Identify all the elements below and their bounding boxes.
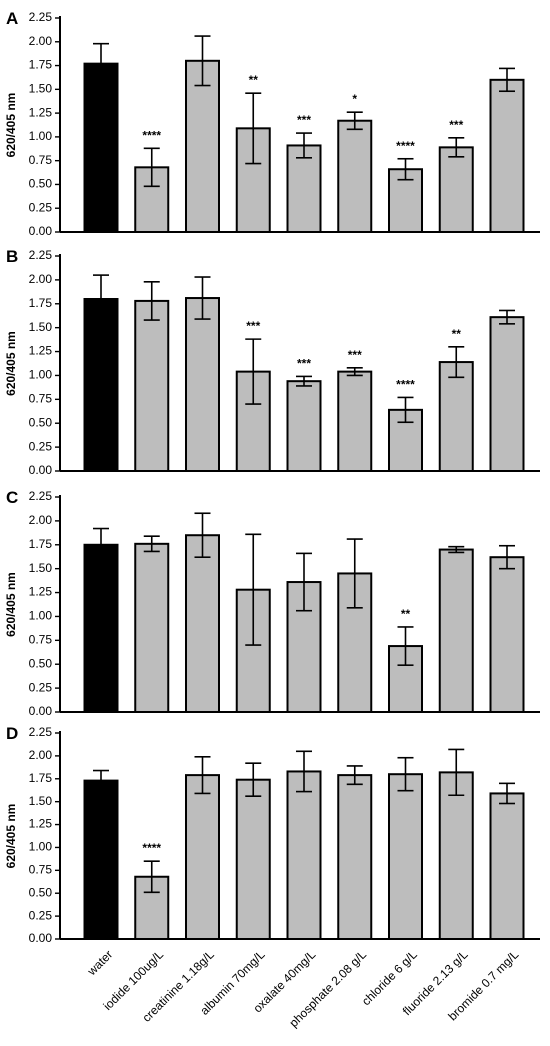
y-tick-label: 1.00	[29, 609, 53, 623]
panel-c: C 620/405 nm 0.00 0.25 0.50 0.75 1.00 1.25 1.50 1…	[4, 488, 540, 718]
y-tick-label: 0.25	[29, 680, 53, 694]
y-tick-label: 1.75	[29, 771, 53, 785]
panel-letter: D	[6, 724, 18, 743]
significance-marker: **	[249, 73, 259, 87]
bar	[185, 534, 220, 713]
bar	[134, 542, 170, 713]
category-label: water	[84, 947, 115, 978]
panel-d: D 620/405 nm 0.00 0.25 0.50 0.75 1.00 1.25 1.50 1…	[4, 724, 540, 1030]
significance-marker: ***	[297, 113, 311, 127]
significance-marker: ****	[396, 139, 415, 153]
y-axis-title: 620/405 nm	[4, 804, 18, 869]
bar	[83, 62, 119, 233]
y-tick-label: 1.00	[29, 368, 53, 382]
bar	[489, 78, 525, 233]
y-tick-label: 2.25	[29, 489, 53, 503]
bar	[438, 146, 474, 233]
panel-letter: B	[6, 247, 18, 266]
y-axis-title: 620/405 nm	[4, 572, 18, 637]
bar	[83, 543, 119, 713]
bar	[337, 370, 373, 472]
y-tick-label: 1.00	[29, 129, 53, 143]
y-tick-label: 0.25	[29, 439, 53, 453]
y-axis-title: 620/405 nm	[4, 331, 18, 396]
y-tick-label: 1.25	[29, 105, 53, 119]
y-tick-label: 2.00	[29, 272, 53, 286]
y-tick-label: 1.75	[29, 537, 53, 551]
bar	[185, 297, 220, 472]
y-tick-label: 0.00	[29, 704, 53, 718]
bar	[438, 548, 474, 713]
significance-marker: **	[452, 327, 462, 341]
y-tick-label: 2.25	[29, 248, 53, 262]
y-tick-label: 1.25	[29, 817, 53, 831]
y-tick-label: 0.50	[29, 177, 53, 191]
bar	[134, 166, 170, 233]
significance-marker: *	[352, 92, 357, 106]
y-tick-label: 0.50	[29, 885, 53, 899]
y-tick-label: 0.00	[29, 224, 53, 238]
panel-letter: C	[6, 488, 18, 507]
bar	[337, 119, 373, 233]
bar	[134, 299, 170, 472]
y-tick-label: 0.50	[29, 656, 53, 670]
significance-marker: ****	[396, 377, 415, 391]
y-tick-label: 1.75	[29, 58, 53, 72]
significance-marker: ***	[348, 348, 362, 362]
significance-marker: ****	[142, 128, 161, 142]
y-tick-label: 1.75	[29, 296, 53, 310]
significance-marker: ***	[246, 319, 260, 333]
bar	[438, 361, 474, 473]
y-tick-label: 0.00	[29, 931, 53, 945]
bar	[388, 773, 423, 941]
y-tick-label: 0.25	[29, 908, 53, 922]
bar	[83, 779, 119, 940]
y-tick-label: 0.50	[29, 415, 53, 429]
bar	[489, 316, 525, 472]
bar	[438, 771, 474, 940]
y-tick-label: 2.00	[29, 34, 53, 48]
y-tick-label: 0.75	[29, 153, 53, 167]
bar	[286, 380, 322, 472]
panel-letter: A	[6, 9, 18, 28]
y-tick-label: 0.75	[29, 392, 53, 406]
y-tick-label: 2.25	[29, 10, 53, 24]
y-tick-label: 0.00	[29, 463, 53, 477]
y-tick-label: 1.50	[29, 561, 53, 575]
panel-a: A 620/405 nm 0.00 0.25 0.50 0.75 1.00 1.25 1.50 1…	[4, 9, 540, 238]
y-tick-label: 1.25	[29, 585, 53, 599]
significance-marker: **	[401, 607, 411, 621]
significance-marker: ***	[449, 118, 463, 132]
y-tick-label: 1.25	[29, 344, 53, 358]
y-tick-label: 2.00	[29, 748, 53, 762]
bar	[185, 774, 220, 940]
y-tick-label: 2.00	[29, 513, 53, 527]
bar	[235, 778, 271, 941]
y-tick-label: 0.75	[29, 863, 53, 877]
panel-b: B 620/405 nm 0.00 0.25 0.50 0.75 1.00 1.25 1.50 1…	[4, 247, 540, 477]
bar	[337, 774, 373, 940]
significance-marker: ****	[142, 841, 161, 855]
y-tick-label: 1.00	[29, 840, 53, 854]
y-tick-label: 1.50	[29, 320, 53, 334]
y-tick-label: 1.50	[29, 82, 53, 96]
y-tick-label: 0.75	[29, 633, 53, 647]
bar	[83, 298, 119, 472]
bar	[489, 556, 525, 714]
bar	[286, 770, 322, 940]
bar	[185, 59, 220, 233]
y-tick-label: 2.25	[29, 725, 53, 739]
significance-marker: ***	[297, 356, 311, 370]
y-tick-label: 1.50	[29, 794, 53, 808]
bar	[489, 792, 525, 941]
y-axis-title: 620/405 nm	[4, 93, 18, 158]
y-tick-label: 0.25	[29, 200, 53, 214]
